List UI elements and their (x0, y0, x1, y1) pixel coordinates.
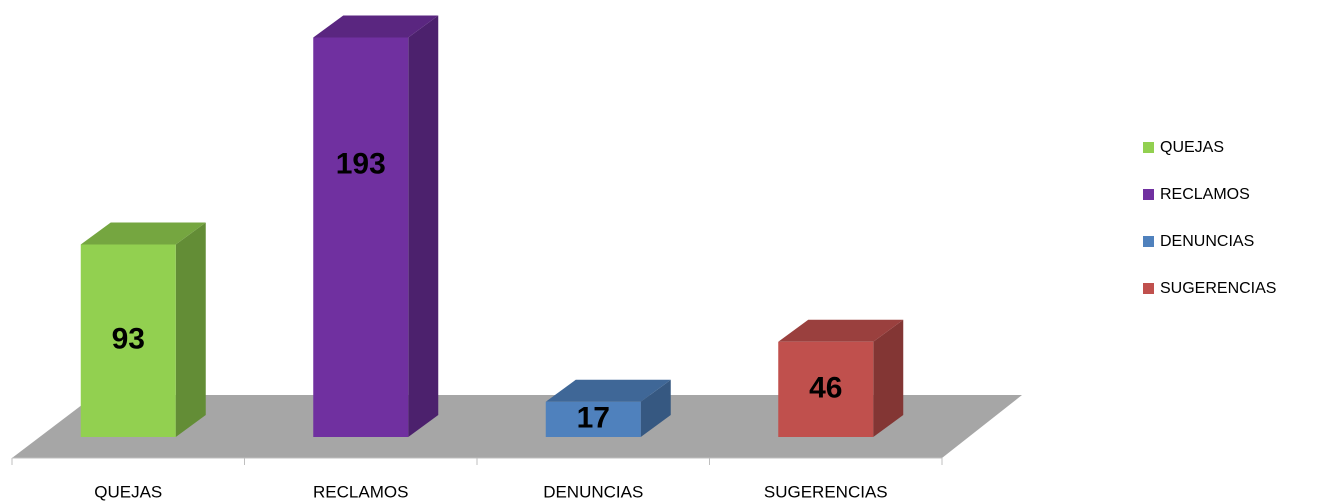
bar (778, 319, 904, 437)
legend-label: SUGERENCIAS (1160, 280, 1276, 297)
data-label: 46 (809, 371, 842, 404)
x-tick-label: DENUNCIAS (543, 482, 643, 501)
legend-label: DENUNCIAS (1160, 233, 1254, 250)
x-tick-label: RECLAMOS (313, 482, 408, 501)
bar-front (313, 37, 409, 438)
bar-side (408, 15, 439, 438)
legend-swatch (1143, 236, 1154, 247)
legend-swatch (1143, 142, 1154, 153)
bar-top (80, 222, 206, 245)
bar-front (545, 401, 641, 437)
bar-front (778, 341, 874, 437)
x-tick-label: QUEJAS (94, 482, 162, 501)
bar-side (873, 319, 904, 437)
x-tick-label: SUGERENCIAS (764, 482, 888, 501)
bar (313, 15, 439, 438)
bar-front (80, 244, 176, 437)
data-label: 17 (577, 401, 610, 434)
legend-swatch (1143, 189, 1154, 200)
bar-side (640, 379, 671, 437)
bar (545, 379, 671, 437)
bar-side (175, 222, 206, 437)
floor (12, 395, 1022, 458)
data-label: 93 (112, 323, 145, 356)
legend-label: QUEJAS (1160, 139, 1224, 156)
legend-swatch (1143, 283, 1154, 294)
bar-top (545, 379, 671, 402)
bar (80, 222, 206, 437)
legend-label: RECLAMOS (1160, 186, 1250, 203)
data-label: 193 (336, 147, 386, 180)
bar-top (313, 15, 439, 38)
bar-top (778, 319, 904, 342)
